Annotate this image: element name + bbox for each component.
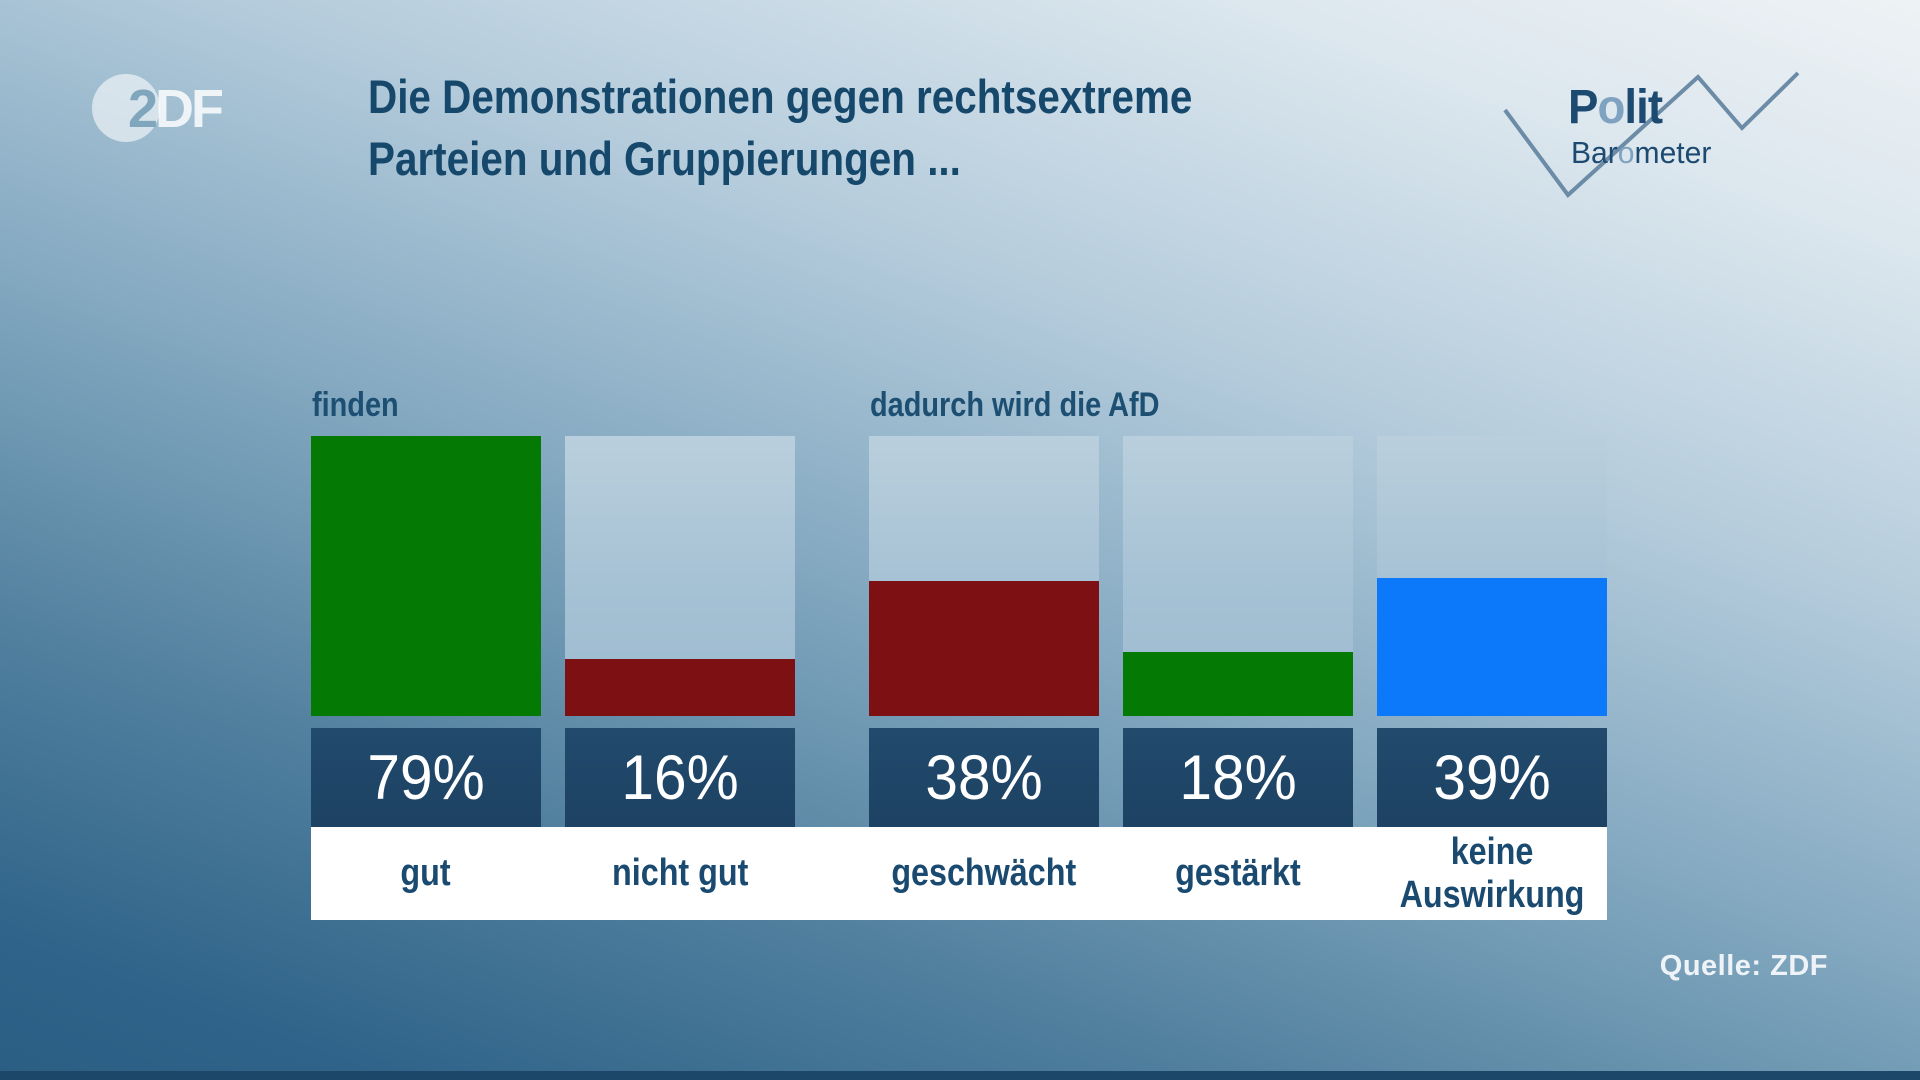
value-text-gut: 79%	[367, 742, 485, 813]
category-label-text-geschwacht: geschwächt	[891, 852, 1077, 894]
source-credit: Quelle: ZDF	[1659, 950, 1828, 982]
bar-fill-nicht-gut	[565, 659, 795, 716]
bar-frame-nicht-gut	[565, 436, 795, 716]
category-label-keine-auswirkung: keine Auswirkung	[1377, 827, 1607, 920]
bar-frame-gestarkt	[1123, 436, 1353, 716]
baro-o: o	[1617, 135, 1635, 170]
chart-title-line1: Die Demonstrationen gegen rechtsextreme	[368, 70, 1193, 123]
bar-fill-keine-auswirkung	[1377, 578, 1607, 716]
category-label-nicht-gut: nicht gut	[565, 827, 795, 920]
polit-rest: lit	[1624, 81, 1663, 134]
value-text-gestarkt: 18%	[1179, 742, 1297, 813]
bar-fill-geschwacht	[869, 581, 1099, 716]
bottom-edge-strip	[0, 1071, 1920, 1080]
bar-fill-gut	[311, 436, 541, 716]
bar-fill-gestarkt	[1123, 652, 1353, 716]
bar-frame-keine-auswirkung	[1377, 436, 1607, 716]
chart-title-line2: Parteien und Gruppierungen ...	[368, 132, 961, 185]
zigzag-line-icon	[1503, 71, 1800, 198]
value-text-keine-auswirkung: 39%	[1433, 742, 1551, 813]
category-label-text-gestarkt: gestärkt	[1175, 852, 1301, 894]
category-label-gestarkt: gestärkt	[1123, 827, 1353, 920]
value-box-geschwacht: 38%	[869, 728, 1099, 827]
category-label-strip	[311, 827, 1607, 920]
zdf-logo: 2DF	[92, 74, 227, 144]
category-label-text-gut: gut	[400, 852, 452, 894]
category-label-gut: gut	[311, 827, 541, 920]
bar-frame-gut	[311, 436, 541, 716]
value-box-keine-auswirkung: 39%	[1377, 728, 1607, 827]
polit-o: o	[1597, 81, 1625, 134]
group-label-finden: finden	[312, 386, 399, 424]
group-label-dadurch-wird-die-afd: dadurch wird die AfD	[870, 386, 1160, 424]
bar-frame-geschwacht	[869, 436, 1099, 716]
polit-p: P	[1568, 81, 1598, 134]
category-label-text-keine-auswirkung: keine Auswirkung	[1399, 830, 1585, 916]
value-text-nicht-gut: 16%	[621, 742, 739, 813]
zdf-logo-text: 2DF	[128, 79, 224, 139]
value-text-geschwacht: 38%	[925, 742, 1043, 813]
value-box-gut: 79%	[311, 728, 541, 827]
politbarometer-logo: Polit Barometer	[1480, 38, 1825, 213]
baro-rest: meter	[1634, 135, 1712, 170]
value-box-nicht-gut: 16%	[565, 728, 795, 827]
zdf-logo-df: DF	[155, 79, 224, 139]
value-box-gestarkt: 18%	[1123, 728, 1353, 827]
zdf-logo-2: 2	[128, 79, 158, 139]
category-label-text-nicht-gut: nicht gut	[611, 852, 749, 894]
category-label-geschwacht: geschwächt	[869, 827, 1099, 920]
chart-title: Die Demonstrationen gegen rechtsextreme …	[368, 66, 1192, 190]
zdf-logo-circle	[92, 74, 160, 142]
baro-pre: Bar	[1571, 135, 1618, 170]
politbarometer-logo-barometer: Barometer	[1571, 135, 1711, 171]
politbarometer-logo-polit: Polit	[1568, 80, 1663, 135]
